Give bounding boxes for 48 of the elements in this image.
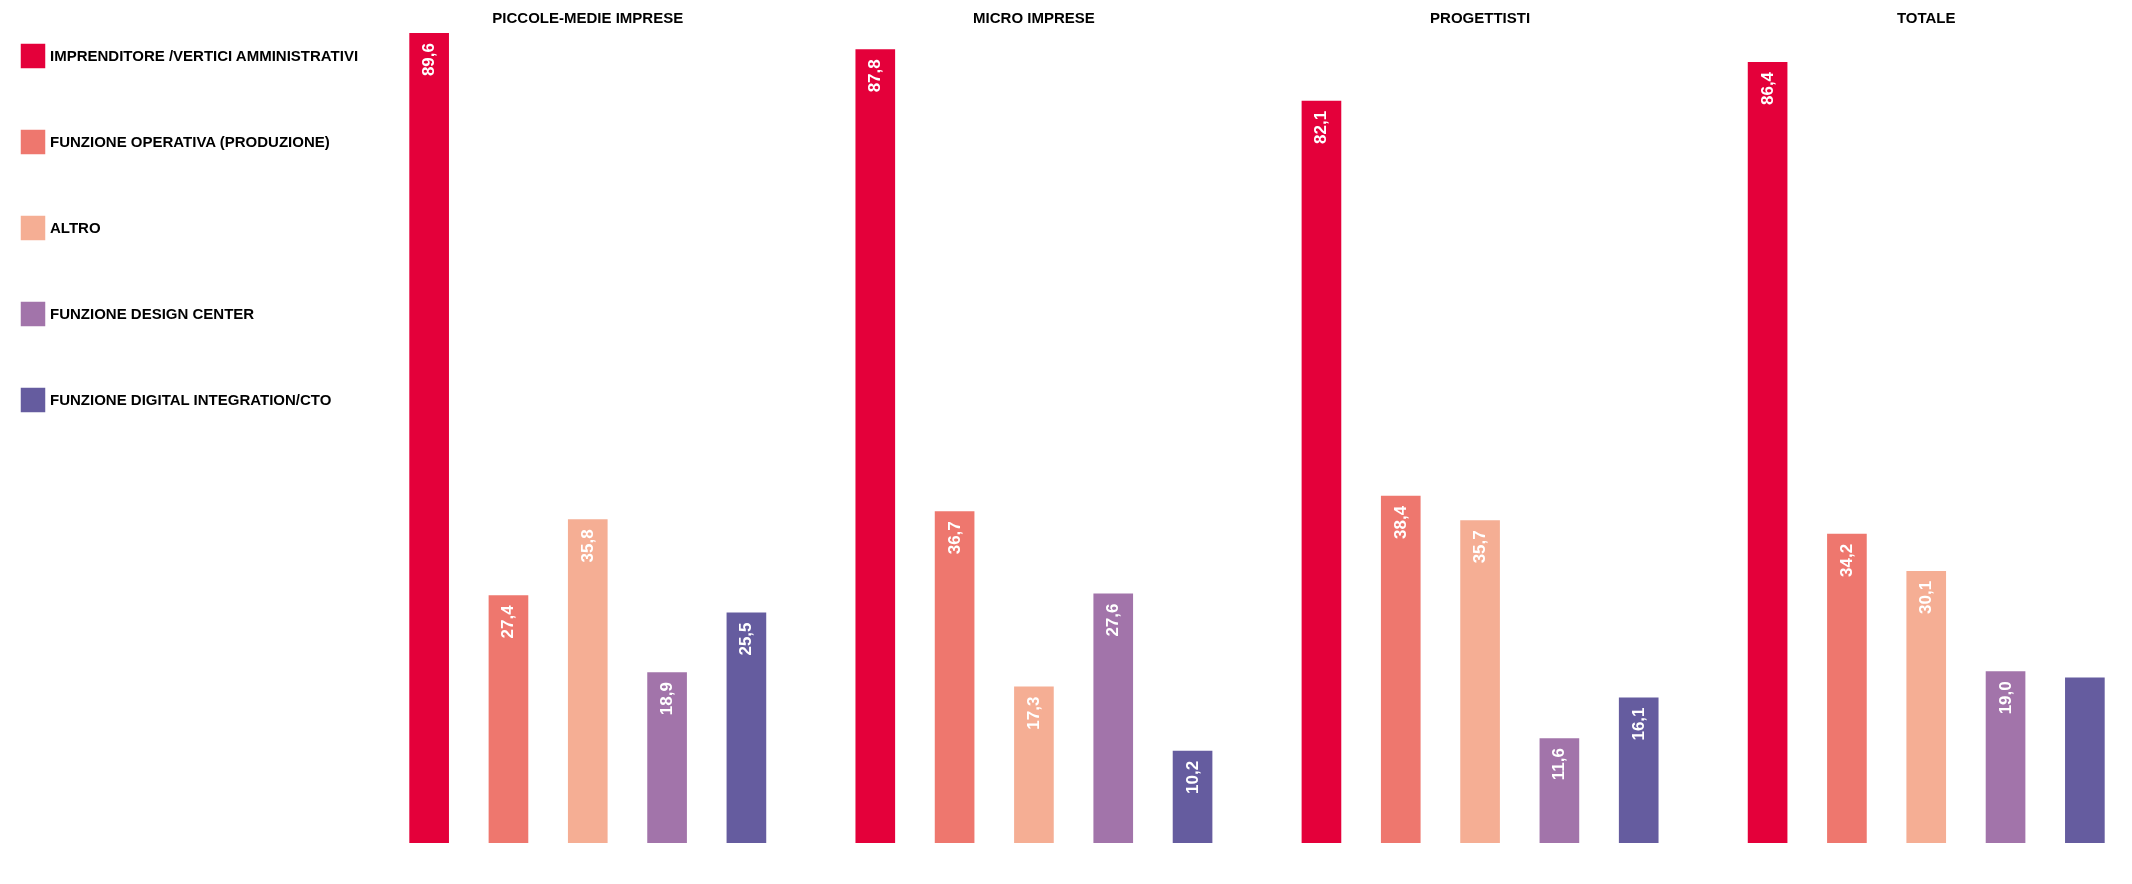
bar: [2065, 677, 2105, 843]
bar: [1014, 686, 1054, 843]
x-tick-label: PROGETTISTI: [1430, 8, 1531, 26]
bar: [1093, 593, 1134, 843]
data-label: 34,2: [1836, 543, 1856, 577]
bar: [726, 612, 767, 843]
legend-label: FUNZIONE DIGITAL INTEGRATION/CTO: [50, 391, 332, 408]
data-label: 30,1: [1916, 580, 1936, 614]
bar: [1827, 533, 1867, 843]
bar: [1301, 100, 1342, 843]
bar: [1380, 495, 1421, 843]
data-label: 18,9: [657, 682, 677, 716]
legend-label: FUNZIONE DESIGN CENTER: [50, 305, 255, 322]
data-label: 35,7: [1470, 530, 1490, 564]
x-tick-label: TOTALE: [1896, 8, 1956, 26]
data-label: 36,7: [944, 521, 964, 555]
x-tick-label: MICRO IMPRESE: [973, 8, 1095, 26]
bar: [647, 672, 687, 843]
bar: [1985, 671, 2026, 843]
data-label: 89,6: [419, 43, 439, 77]
legend-label: ALTRO: [50, 219, 101, 236]
bar: [1460, 520, 1500, 843]
bar: [409, 33, 449, 843]
data-label: 82,1: [1311, 110, 1331, 144]
bar: [1172, 750, 1213, 843]
bar: [855, 49, 896, 843]
data-label: 25,5: [736, 622, 756, 656]
bar: [567, 519, 608, 843]
data-label: 27,6: [1103, 603, 1123, 637]
data-label: 38,4: [1390, 505, 1410, 539]
data-label: 27,4: [498, 604, 518, 639]
bar: [488, 595, 529, 843]
data-label: 10,2: [1182, 760, 1202, 794]
bar: [1539, 738, 1580, 843]
legend-label: FUNZIONE OPERATIVA (PRODUZIONE): [50, 133, 330, 150]
data-label: 87,8: [865, 59, 885, 93]
bar: [1618, 697, 1659, 843]
data-label: 86,4: [1757, 71, 1777, 106]
legend-label: IMPRENDITORE /VERTICI AMMINISTRATIVI: [50, 47, 359, 64]
data-label: 11,6: [1549, 748, 1569, 781]
bar: [1906, 570, 1947, 843]
data-label: 35,8: [577, 529, 597, 563]
data-label: 17,3: [1023, 696, 1043, 730]
x-tick-label: PICCOLE-MEDIE IMPRESE: [492, 8, 684, 26]
data-label: 16,1: [1628, 707, 1648, 741]
bar: [1747, 61, 1788, 843]
data-label: 19,0: [1995, 681, 2015, 715]
bar: [934, 511, 975, 843]
